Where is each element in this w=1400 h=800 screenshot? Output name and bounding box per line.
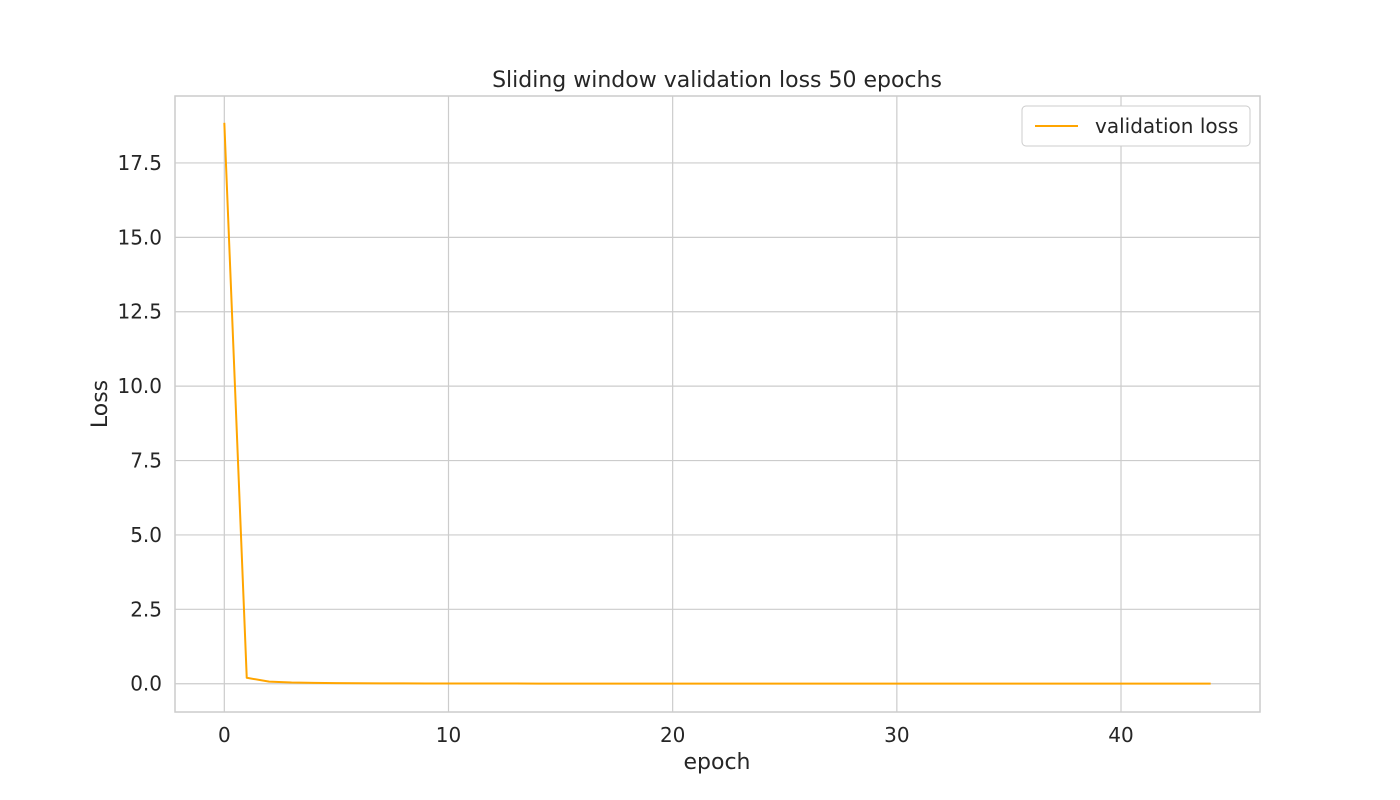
y-tick-label: 5.0 bbox=[130, 523, 162, 547]
y-tick-label: 12.5 bbox=[117, 300, 162, 324]
x-tick-label: 20 bbox=[660, 723, 685, 747]
x-tick-label: 40 bbox=[1108, 723, 1133, 747]
y-axis-label: Loss bbox=[88, 380, 113, 428]
y-tick-label: 2.5 bbox=[130, 597, 162, 621]
legend-label-validation-loss: validation loss bbox=[1095, 114, 1238, 138]
plot-frame bbox=[174, 95, 1261, 713]
y-tick-label: 10.0 bbox=[117, 374, 162, 398]
y-tick-labels: 0.0 2.5 5.0 7.5 10.0 12.5 15.0 17.5 bbox=[117, 151, 162, 696]
plot-area bbox=[175, 96, 1260, 712]
x-axis-label: epoch bbox=[684, 750, 751, 775]
chart-title: Sliding window validation loss 50 epochs bbox=[492, 68, 942, 93]
series-line-validation-loss bbox=[223, 122, 1211, 685]
x-tick-label: 30 bbox=[884, 723, 909, 747]
y-tick-label: 15.0 bbox=[117, 225, 162, 249]
legend-box bbox=[1021, 105, 1251, 147]
series-layer bbox=[223, 122, 1211, 685]
y-tick-label: 0.0 bbox=[130, 672, 162, 696]
x-tick-labels: 0 10 20 30 40 bbox=[218, 723, 1134, 747]
y-tick-label: 7.5 bbox=[130, 449, 162, 473]
x-tick-label: 0 bbox=[218, 723, 231, 747]
x-tick-label: 10 bbox=[436, 723, 461, 747]
y-tick-label: 17.5 bbox=[117, 151, 162, 175]
legend: validation loss bbox=[1021, 105, 1251, 147]
